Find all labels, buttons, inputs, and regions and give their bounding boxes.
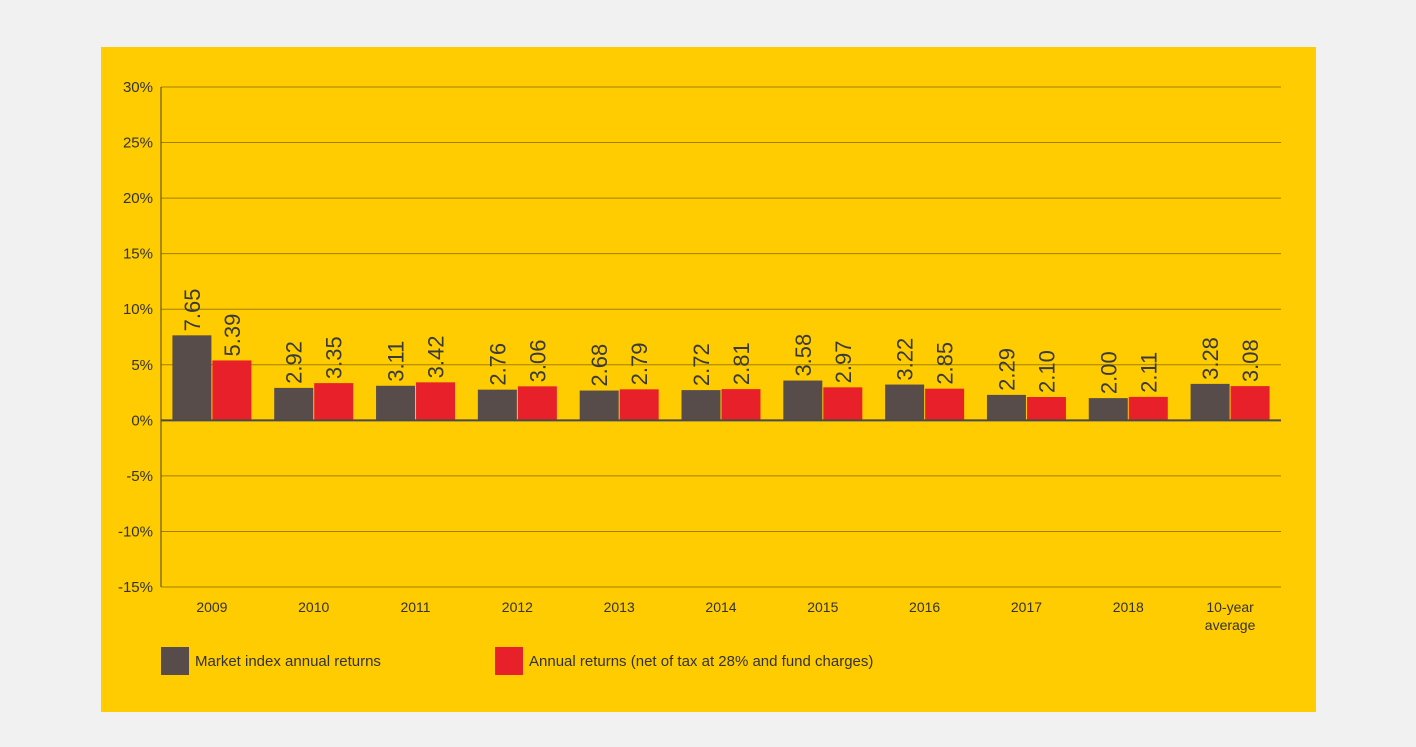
- data-label: 5.39: [220, 314, 245, 357]
- x-tick-label: 2011: [400, 599, 430, 615]
- legend-swatch-market-index: [161, 647, 189, 675]
- data-label: 2.79: [627, 343, 652, 386]
- bar-market-index: [172, 335, 212, 421]
- bar-market-index: [1088, 398, 1128, 421]
- data-label: 3.08: [1238, 339, 1263, 382]
- legend-item-annual-returns: Annual returns (net of tax at 28% and fu…: [495, 647, 873, 675]
- y-tick-label: 5%: [131, 357, 153, 374]
- y-tick-label: 10%: [123, 301, 153, 318]
- y-tick-label: 30%: [123, 79, 153, 96]
- bar-market-index: [274, 387, 314, 421]
- bar-annual-returns: [517, 386, 557, 421]
- data-label: 3.06: [525, 340, 550, 383]
- data-label: 2.81: [729, 342, 754, 385]
- x-tick-label: 2015: [807, 599, 838, 615]
- data-label: 2.72: [689, 343, 714, 386]
- legend-swatch-annual-returns: [495, 647, 523, 675]
- y-tick-label: -15%: [118, 579, 153, 596]
- data-label: 3.11: [384, 341, 409, 382]
- data-label: 7.65: [180, 289, 205, 332]
- legend-label-annual-returns: Annual returns (net of tax at 28% and fu…: [529, 652, 874, 670]
- data-label: 2.29: [994, 348, 1019, 391]
- x-tick-label: 2016: [909, 599, 940, 615]
- bar-annual-returns: [1128, 396, 1168, 421]
- bar-annual-returns: [925, 388, 965, 421]
- bar-market-index: [885, 384, 925, 421]
- data-label: 2.00: [1096, 351, 1121, 394]
- data-label: 3.35: [322, 336, 347, 379]
- x-tick-label: 2013: [604, 599, 635, 615]
- bar-annual-returns: [416, 382, 456, 421]
- bar-market-index: [376, 385, 416, 421]
- bar-chart: 30% 25% 20% 15% 10% 5% 0% -5% -10% -15% 7.65 5.39 20…: [118, 79, 1281, 633]
- x-tick-label: 10-year average: [1205, 599, 1256, 633]
- data-label: 3.58: [791, 334, 816, 377]
- bar-market-index: [681, 390, 721, 421]
- data-label: 2.97: [831, 341, 856, 384]
- bar-annual-returns: [1026, 397, 1066, 421]
- data-label: 2.85: [933, 342, 958, 385]
- bar-annual-returns: [212, 360, 252, 421]
- bar-market-index: [986, 394, 1026, 421]
- bar-annual-returns: [619, 389, 659, 421]
- y-tick-label: 0%: [131, 412, 153, 429]
- chart-panel: 30% 25% 20% 15% 10% 5% 0% -5% -10% -15% 7.65 5.39 20…: [101, 47, 1316, 712]
- data-label: 2.68: [587, 344, 612, 387]
- x-tick-label: 2009: [196, 599, 227, 615]
- data-label: 2.11: [1136, 352, 1161, 393]
- x-tick-label: 2018: [1113, 599, 1144, 615]
- data-label: 2.76: [485, 343, 510, 386]
- legend-label-market-index: Market index annual returns: [195, 652, 381, 670]
- bar-annual-returns: [1230, 386, 1270, 421]
- data-label: 3.28: [1198, 337, 1223, 380]
- legend-item-market-index: Market index annual returns: [161, 647, 381, 675]
- bar-annual-returns: [823, 387, 863, 421]
- x-tick-label: 2010: [298, 599, 329, 615]
- y-tick-label: -10%: [118, 523, 153, 540]
- bar-annual-returns: [721, 389, 761, 421]
- bar-market-index: [477, 389, 517, 421]
- data-label: 2.92: [282, 341, 307, 384]
- y-tick-label: 20%: [123, 190, 153, 207]
- data-label: 2.10: [1034, 350, 1059, 393]
- bar-market-index: [579, 390, 619, 421]
- x-tick-label: 2012: [502, 599, 533, 615]
- x-tick-label: 2014: [705, 599, 736, 615]
- y-tick-label: 15%: [123, 246, 153, 263]
- data-label: 3.42: [424, 336, 449, 379]
- bar-market-index: [783, 380, 823, 421]
- x-tick-label: 2017: [1011, 599, 1042, 615]
- bar-market-index: [1190, 383, 1230, 421]
- bar-annual-returns: [314, 383, 354, 421]
- y-tick-label: -5%: [126, 468, 153, 485]
- y-tick-label: 25%: [123, 135, 153, 152]
- data-label: 3.22: [893, 338, 918, 381]
